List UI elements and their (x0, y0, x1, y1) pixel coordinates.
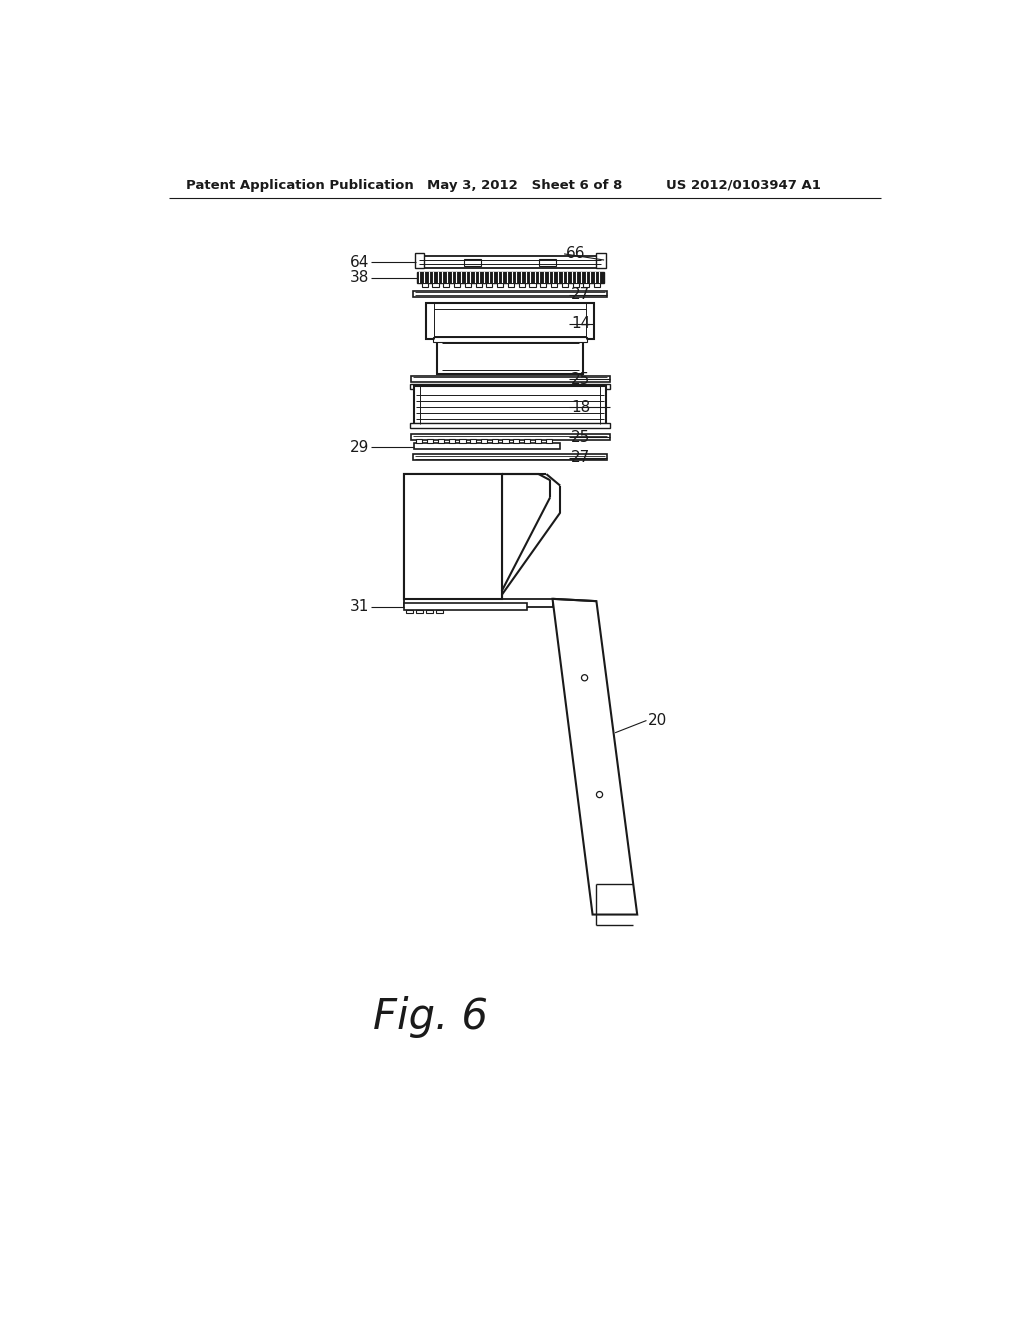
Bar (407, 610, 413, 614)
Text: 25: 25 (571, 372, 590, 387)
Bar (443, 284, 450, 286)
Bar (411, 376, 609, 381)
Bar (403, 474, 502, 599)
Bar (541, 284, 547, 286)
Bar (427, 440, 433, 444)
Text: 29: 29 (350, 440, 370, 454)
Bar (464, 259, 481, 267)
Bar (410, 422, 610, 428)
Bar (513, 440, 519, 444)
Text: US 2012/0103947 A1: US 2012/0103947 A1 (666, 178, 820, 191)
Text: 31: 31 (350, 599, 370, 614)
Bar (413, 454, 607, 461)
Bar (426, 610, 433, 614)
Bar (413, 290, 607, 297)
Bar (475, 284, 481, 286)
Text: 18: 18 (571, 400, 590, 414)
Bar (403, 603, 527, 610)
Bar (438, 440, 444, 444)
Bar (432, 284, 438, 286)
Bar (486, 284, 493, 286)
Text: 25: 25 (571, 429, 590, 445)
Bar (535, 440, 541, 444)
Text: 27: 27 (571, 288, 590, 302)
Bar (403, 474, 502, 599)
Polygon shape (553, 599, 637, 915)
Bar (584, 284, 590, 286)
Bar (433, 337, 587, 342)
Bar (426, 304, 594, 339)
Bar (422, 284, 428, 286)
Bar (454, 284, 460, 286)
Text: 38: 38 (350, 271, 370, 285)
Bar (470, 440, 476, 444)
Bar (437, 339, 584, 374)
Text: 20: 20 (648, 713, 668, 729)
Bar (414, 385, 606, 424)
Text: 27: 27 (571, 450, 590, 466)
Bar (594, 284, 600, 286)
Text: 66: 66 (565, 247, 585, 261)
Bar (410, 384, 610, 389)
Bar (460, 440, 466, 444)
Bar (411, 434, 609, 441)
Text: Fig. 6: Fig. 6 (374, 997, 488, 1038)
Bar (492, 440, 498, 444)
Text: May 3, 2012   Sheet 6 of 8: May 3, 2012 Sheet 6 of 8 (427, 178, 623, 191)
Bar (562, 284, 568, 286)
Bar (436, 610, 443, 614)
Bar (415, 253, 424, 268)
Bar (403, 599, 553, 607)
Bar (416, 610, 423, 614)
Bar (497, 284, 503, 286)
Bar (518, 284, 524, 286)
Bar (551, 284, 557, 286)
Bar (503, 440, 509, 444)
Bar (546, 440, 552, 444)
Bar (449, 440, 455, 444)
Bar (416, 256, 605, 268)
Bar (465, 284, 471, 286)
Text: 64: 64 (350, 255, 370, 269)
Bar (417, 272, 604, 284)
Bar (481, 440, 487, 444)
Bar (414, 444, 560, 449)
Text: 14: 14 (571, 317, 590, 331)
Bar (508, 284, 514, 286)
Bar (596, 253, 605, 268)
Bar (572, 284, 579, 286)
Bar (540, 259, 556, 267)
Bar (524, 440, 530, 444)
Text: Patent Application Publication: Patent Application Publication (186, 178, 414, 191)
Bar (416, 440, 422, 444)
Bar (529, 284, 536, 286)
